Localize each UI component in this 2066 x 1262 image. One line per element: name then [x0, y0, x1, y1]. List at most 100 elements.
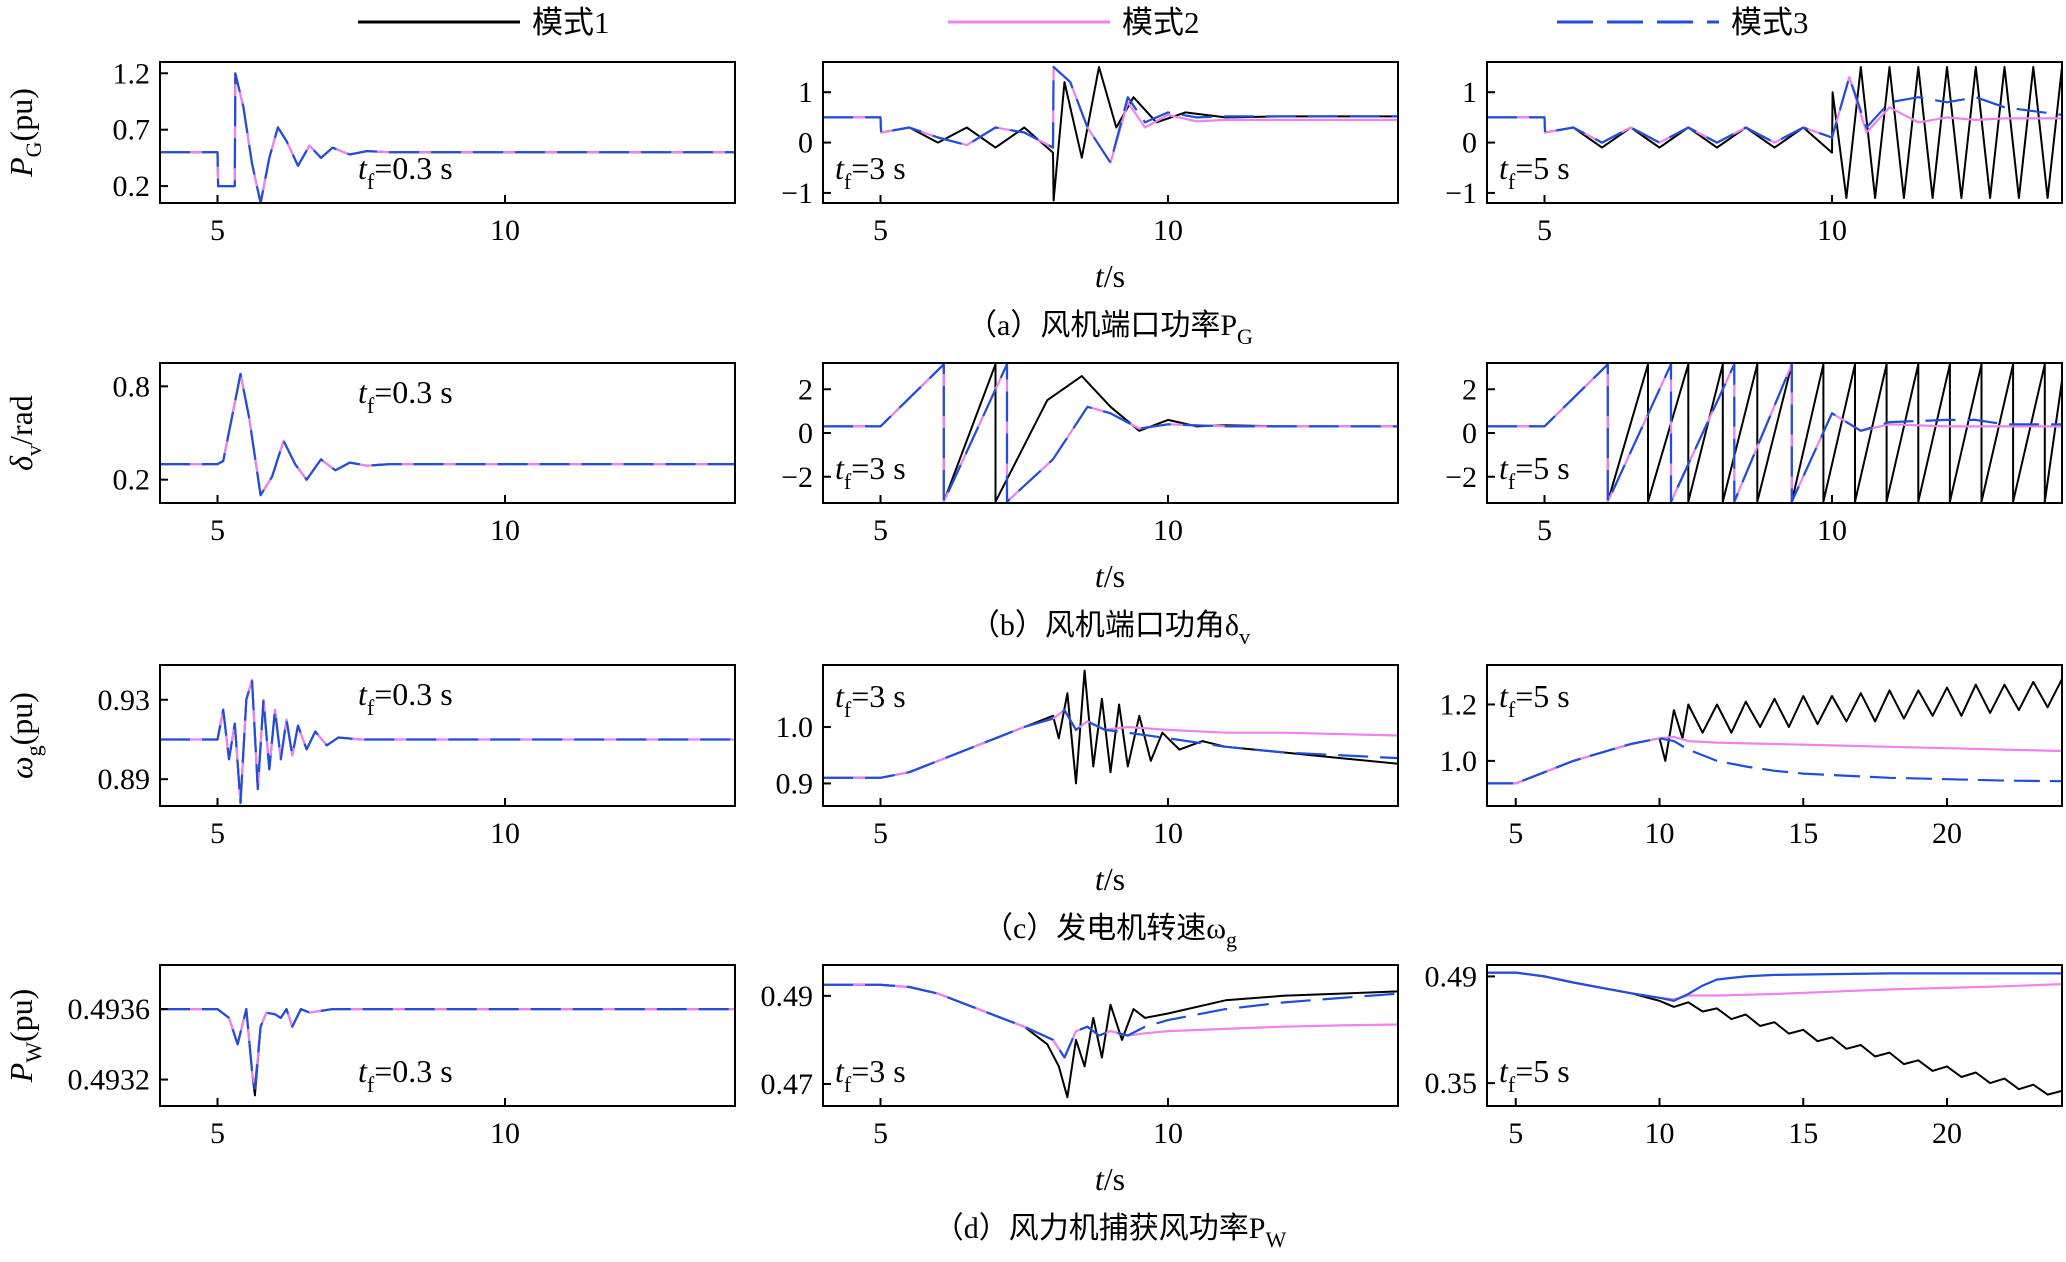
- legend-item-2: 模式2: [948, 5, 1200, 40]
- annotation-value: =5 s: [1515, 150, 1570, 186]
- caption-sub: G: [1237, 324, 1253, 349]
- y-tick-label: −2: [1445, 461, 1477, 494]
- y-tick-label: 0.47: [761, 1068, 814, 1101]
- y-axis-label: ωg(pu): [3, 692, 46, 779]
- caption-text: （a）风机端口功率P: [967, 309, 1237, 342]
- plot-frame: [159, 664, 736, 807]
- plot-frame: [822, 664, 1399, 807]
- annotation-tf: tf=5 s: [1499, 678, 1570, 722]
- legend-item-3: 模式3: [1557, 5, 1809, 40]
- annotation-sub: f: [844, 1072, 852, 1097]
- series-line-mode3: [160, 678, 735, 805]
- annotation-sub: f: [367, 1072, 375, 1097]
- annotation-tf: tf=5 s: [1499, 150, 1570, 194]
- y-tick-label: 0.93: [98, 684, 151, 717]
- y-tick-label: 0.49: [1425, 960, 1478, 993]
- annotation-value: =3 s: [851, 150, 906, 186]
- y-axis-var: P: [3, 157, 39, 178]
- chart-panel-0-1: 5 10 −1 0 1 tf=3 s: [781, 61, 1399, 247]
- x-tick-label: 10: [490, 817, 520, 850]
- annotation-value: =0.3 s: [374, 1053, 453, 1089]
- caption-sub: g: [1226, 927, 1237, 952]
- x-tick-label: 10: [490, 214, 520, 247]
- x-tick-label: 10: [1645, 817, 1675, 850]
- x-tick-label: 10: [1645, 1117, 1675, 1150]
- x-axis-unit: /s: [1104, 258, 1125, 294]
- series-line-mode1: [1487, 678, 2062, 785]
- annotation-var: t: [835, 1053, 845, 1089]
- annotation-tf: tf=5 s: [1499, 450, 1570, 494]
- annotation-var: t: [358, 374, 368, 410]
- y-tick-label: 0.9: [776, 767, 814, 800]
- plot-frame: [822, 964, 1399, 1107]
- series-line-mode2: [823, 363, 1398, 503]
- plot-frame: [1486, 964, 2063, 1107]
- series-line-mode1: [823, 363, 1398, 503]
- series-line-mode2: [1487, 971, 2062, 1001]
- x-tick-label: 15: [1788, 817, 1818, 850]
- plot-frame: [1486, 61, 2063, 204]
- caption-text: （b）风机端口功角δ: [970, 609, 1239, 642]
- y-axis-label: PW(pu): [3, 989, 46, 1084]
- x-tick-label: 5: [1537, 514, 1552, 547]
- x-axis-var: t: [1095, 558, 1105, 594]
- series-line-mode1: [1487, 66, 2062, 199]
- chart-panel-3-2: 5 10 15 20 0.35 0.49 tf=5 s: [1425, 960, 2063, 1150]
- panel-caption: （b）风机端口功角δv: [970, 609, 1250, 649]
- plot-frame: [159, 362, 736, 504]
- annotation-value: =3 s: [851, 678, 906, 714]
- y-tick-label: 0.4936: [68, 993, 151, 1026]
- y-axis-var: δ: [3, 455, 39, 471]
- y-tick-label: 0.2: [113, 170, 151, 203]
- y-axis-sub: G: [21, 141, 46, 157]
- y-axis-unit: (pu): [3, 989, 39, 1042]
- chart-panel-1-2: 5 10 −2 0 2 tf=5 s: [1445, 362, 2063, 547]
- annotation-tf: tf=3 s: [835, 1053, 906, 1097]
- annotation-value: =0.3 s: [374, 150, 453, 186]
- x-axis-unit: /s: [1104, 861, 1125, 897]
- y-tick-label: −2: [781, 461, 813, 494]
- series-line-mode3: [160, 372, 735, 497]
- y-tick-label: 0: [798, 127, 813, 160]
- chart-panel-1-0: 5 10 0.2 0.8 tf=0.3 s: [113, 362, 736, 547]
- x-tick-label: 10: [490, 1117, 520, 1150]
- series-line-mode3: [1487, 75, 2062, 144]
- y-axis-label: δv/rad: [3, 395, 46, 471]
- annotation-var: t: [358, 1053, 368, 1089]
- plot-frame: [822, 362, 1399, 504]
- y-tick-label: 0: [798, 417, 813, 450]
- chart-panel-2-1: 5 10 0.9 1.0 tf=3 s: [776, 664, 1399, 850]
- series-line-mode1: [1487, 971, 2062, 1096]
- chart-panel-0-0: 5 10 0.2 0.7 1.2 tf=0.3 s: [113, 57, 736, 247]
- annotation-value: =0.3 s: [374, 676, 453, 712]
- x-axis-label: t/s: [1095, 861, 1125, 897]
- annotation-value: =5 s: [1515, 678, 1570, 714]
- chart-panel-3-0: 5 10 0.4932 0.4936 tf=0.3 s: [68, 964, 736, 1150]
- annotation-value: =0.3 s: [374, 374, 453, 410]
- x-tick-label: 10: [490, 514, 520, 547]
- series-line-mode3: [160, 72, 735, 203]
- annotation-sub: f: [367, 169, 375, 194]
- annotation-value: =5 s: [1515, 450, 1570, 486]
- annotation-tf: tf=3 s: [835, 678, 906, 722]
- caption-text: （c）发电机转速ω: [983, 912, 1226, 945]
- panel-caption: （d）风力机捕获风功率PW: [934, 1212, 1287, 1252]
- y-tick-label: 0.35: [1425, 1067, 1478, 1100]
- series-line-mode3: [823, 983, 1398, 1059]
- annotation-tf: tf=0.3 s: [358, 374, 453, 418]
- annotation-var: t: [835, 150, 845, 186]
- annotation-sub: f: [844, 169, 852, 194]
- x-axis-var: t: [1095, 1161, 1105, 1197]
- annotation-sub: f: [844, 469, 852, 494]
- chart-panel-0-2: 5 10 −1 0 1 tf=5 s: [1445, 61, 2063, 247]
- y-tick-label: 1.2: [113, 57, 151, 90]
- series-line-mode1: [823, 983, 1398, 1099]
- legend-label: 模式1: [532, 5, 610, 40]
- annotation-var: t: [1499, 450, 1509, 486]
- annotation-sub: f: [1508, 169, 1516, 194]
- series-line-mode3: [1487, 737, 2062, 785]
- y-tick-label: 0.49: [761, 980, 814, 1013]
- x-tick-label: 20: [1932, 817, 1962, 850]
- x-tick-label: 20: [1932, 1117, 1962, 1150]
